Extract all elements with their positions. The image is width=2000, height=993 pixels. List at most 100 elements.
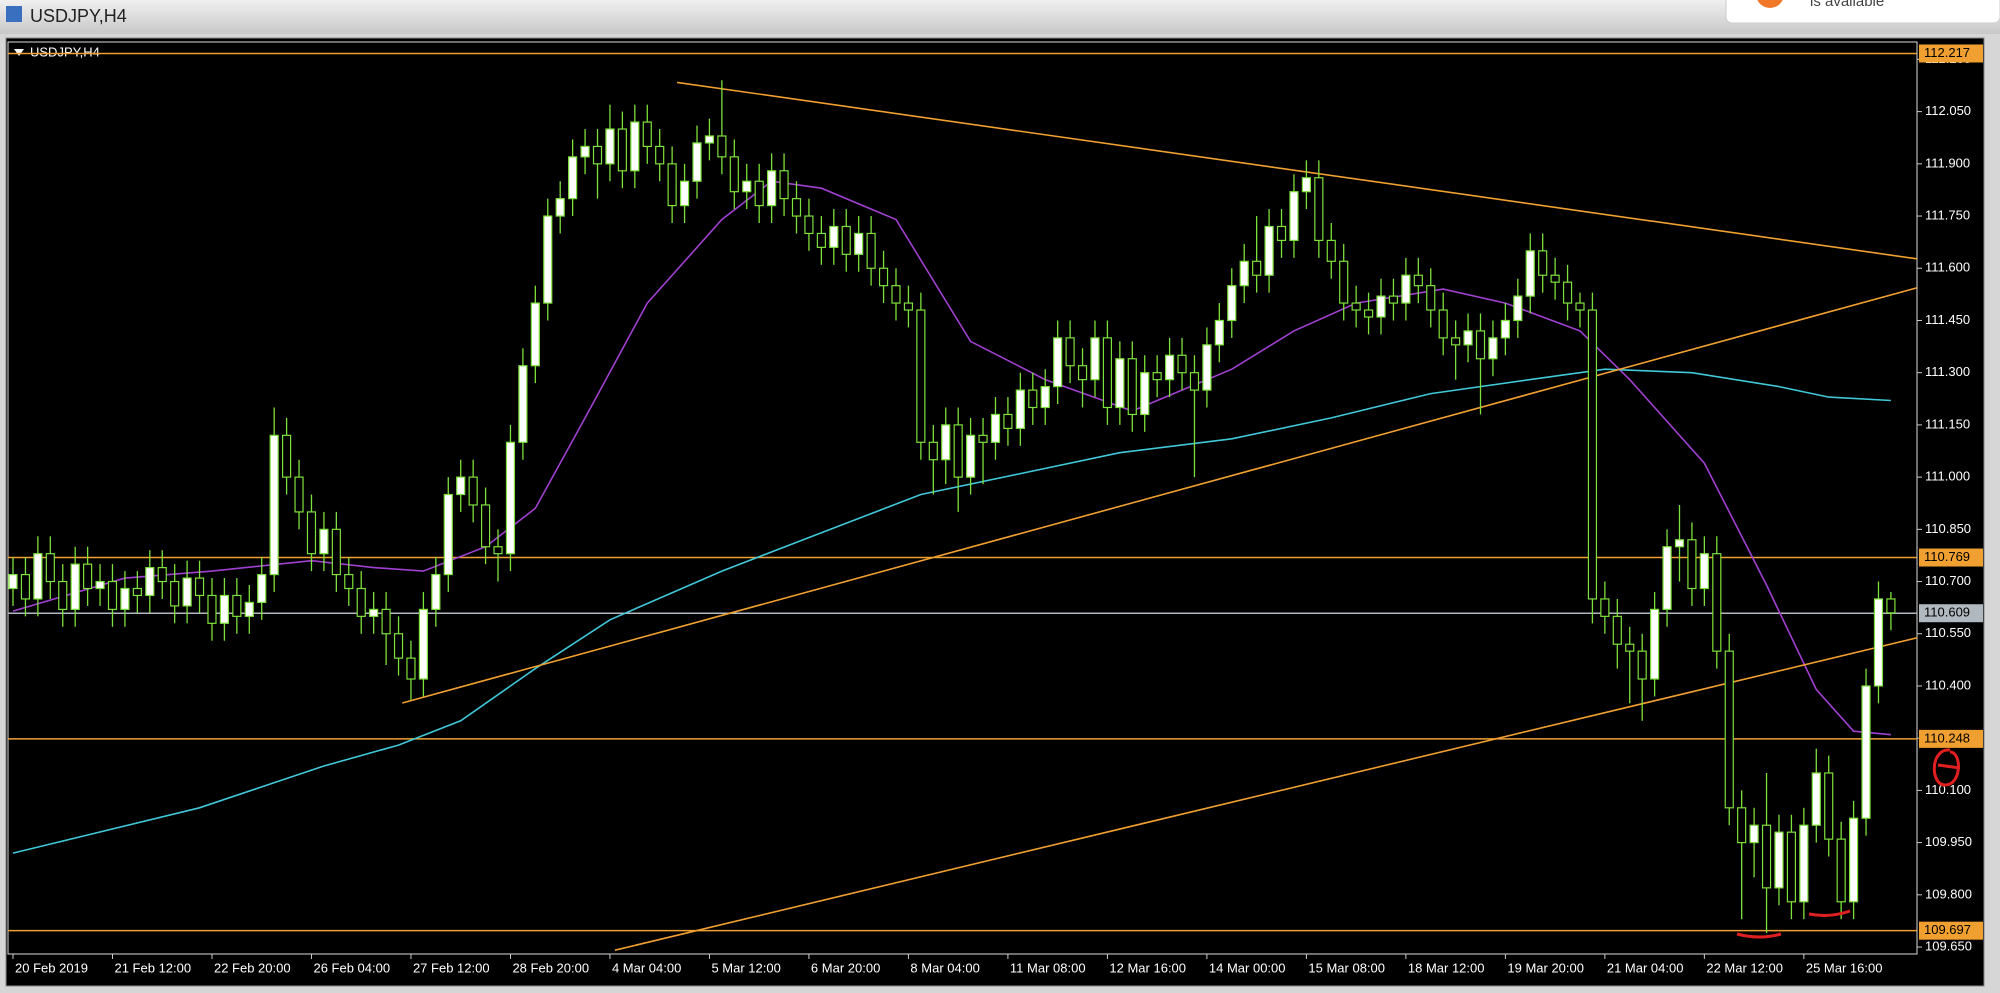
candle-body bbox=[1214, 319, 1224, 346]
candle-body bbox=[1587, 309, 1598, 600]
candle-body bbox=[1289, 191, 1299, 242]
candle-body bbox=[1811, 772, 1821, 826]
candle-body bbox=[1562, 281, 1573, 304]
menu-arrow[interactable] bbox=[14, 49, 24, 56]
y-tick-label: 110.700 bbox=[1925, 573, 1971, 588]
title-bar bbox=[0, 0, 2000, 34]
y-tick-label: 110.100 bbox=[1925, 782, 1971, 797]
candle-body bbox=[854, 232, 864, 255]
candle-body bbox=[456, 476, 466, 496]
plot-area bbox=[7, 41, 1918, 955]
candle-body bbox=[1015, 389, 1025, 429]
candle-body bbox=[257, 573, 267, 604]
candle-body bbox=[1674, 539, 1685, 548]
candle-body bbox=[1550, 274, 1560, 283]
x-tick-label: 21 Mar 04:00 bbox=[1607, 960, 1684, 975]
candle-body bbox=[1040, 386, 1050, 409]
candle-body bbox=[1575, 302, 1585, 311]
candle-body bbox=[742, 180, 752, 193]
candle-body bbox=[1836, 838, 1846, 903]
candle-body bbox=[1525, 250, 1535, 297]
candle-body bbox=[1824, 772, 1834, 840]
candle-body bbox=[58, 580, 68, 610]
candle-body bbox=[468, 476, 478, 506]
axis-layer: 109.650109.800109.950110.100110.250110.4… bbox=[12, 44, 1983, 975]
candle-body bbox=[1873, 598, 1884, 687]
x-tick-label: 26 Feb 04:00 bbox=[313, 960, 390, 975]
hand-mark bbox=[1808, 909, 1851, 917]
candle-body bbox=[1053, 337, 1063, 388]
x-tick-label: 4 Mar 04:00 bbox=[612, 960, 681, 975]
candle-body bbox=[1065, 337, 1075, 367]
candle-body bbox=[704, 135, 715, 144]
notification[interactable] bbox=[1725, 0, 2000, 24]
app-icon bbox=[6, 6, 22, 22]
y-tick-label: 111.750 bbox=[1925, 207, 1970, 222]
candle-body bbox=[1500, 319, 1510, 339]
y-tick-label: 111.300 bbox=[1925, 364, 1970, 379]
candle-body bbox=[953, 424, 963, 478]
y-tick-label: 112.050 bbox=[1925, 103, 1971, 118]
x-tick-label: 5 Mar 12:00 bbox=[711, 960, 780, 975]
x-tick-label: 22 Mar 12:00 bbox=[1706, 960, 1783, 975]
candle-body bbox=[381, 608, 391, 635]
candle-body bbox=[1363, 309, 1374, 318]
candle-body bbox=[1600, 598, 1610, 617]
candle-body bbox=[804, 215, 814, 235]
candle-body bbox=[8, 573, 18, 590]
candle-body bbox=[1662, 546, 1672, 610]
candle-body bbox=[592, 145, 603, 165]
hand-mark bbox=[1736, 932, 1782, 939]
candle-body bbox=[518, 365, 528, 443]
candle-body bbox=[369, 608, 379, 617]
candle-body bbox=[779, 170, 789, 200]
x-tick-label: 27 Feb 12:00 bbox=[413, 960, 490, 975]
candle-body bbox=[505, 441, 516, 555]
x-tick-label: 21 Feb 12:00 bbox=[114, 960, 191, 975]
symbol-label: USDJPY,H4 bbox=[30, 44, 100, 59]
candle-body bbox=[903, 302, 914, 311]
candle-body bbox=[33, 553, 43, 600]
candle-body bbox=[1799, 824, 1809, 903]
candle-body bbox=[829, 225, 839, 248]
candle-body bbox=[493, 546, 503, 555]
candle-body bbox=[319, 528, 329, 555]
candle-body bbox=[866, 232, 876, 269]
trend-line bbox=[402, 286, 1917, 704]
candle-body bbox=[978, 434, 988, 443]
candle-body bbox=[1164, 354, 1175, 381]
candle-body bbox=[182, 577, 192, 607]
candle-body bbox=[145, 567, 155, 597]
candle-body bbox=[331, 528, 341, 576]
candle-body bbox=[767, 170, 777, 207]
candle-body bbox=[1239, 260, 1249, 287]
notification-icon bbox=[1757, 0, 1783, 8]
candle-body bbox=[1625, 643, 1635, 652]
x-tick-label: 8 Mar 04:00 bbox=[910, 960, 979, 975]
candle-body bbox=[219, 594, 230, 624]
candle-body bbox=[1426, 285, 1436, 311]
candle-body bbox=[207, 594, 217, 624]
candle-body bbox=[269, 434, 279, 576]
candle-body bbox=[1028, 389, 1038, 409]
candle-body bbox=[941, 424, 951, 461]
candle-body bbox=[1724, 650, 1734, 809]
candle-body bbox=[1276, 225, 1287, 242]
x-tick-label: 18 Mar 12:00 bbox=[1408, 960, 1485, 975]
candle-body bbox=[642, 121, 652, 148]
candle-body bbox=[232, 594, 242, 617]
candle-body bbox=[1699, 553, 1709, 590]
x-tick-label: 12 Mar 16:00 bbox=[1109, 960, 1186, 975]
candle-body bbox=[1438, 309, 1448, 339]
candle-body bbox=[1115, 358, 1125, 409]
candle-body bbox=[1786, 831, 1797, 903]
candle-body bbox=[1252, 260, 1262, 276]
candle-body bbox=[1003, 413, 1013, 429]
candle-body bbox=[816, 232, 826, 248]
y-tick-label: 111.900 bbox=[1925, 155, 1970, 170]
y-tick-label: 110.550 bbox=[1925, 625, 1971, 640]
y-tick-label: 111.000 bbox=[1925, 469, 1970, 484]
candle-body bbox=[990, 413, 1001, 443]
candle-body bbox=[1140, 372, 1150, 416]
candle-body bbox=[306, 511, 317, 555]
